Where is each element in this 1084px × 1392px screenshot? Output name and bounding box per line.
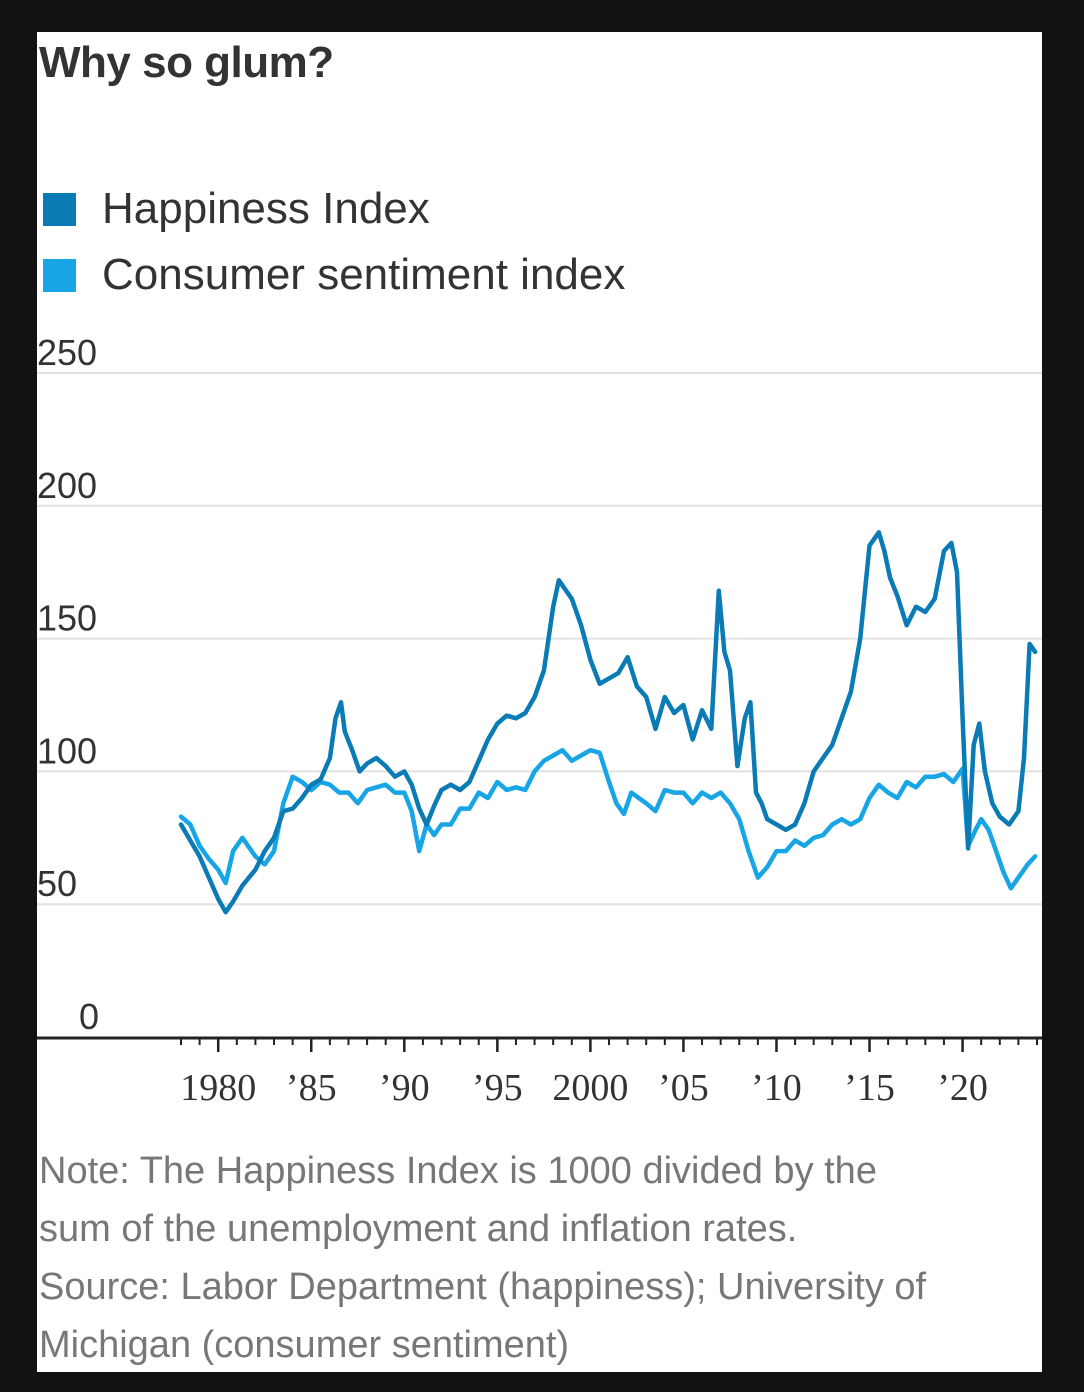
y-tick-label: 50 bbox=[37, 863, 77, 904]
x-tick-label: ’05 bbox=[658, 1067, 709, 1109]
y-tick-label: 250 bbox=[37, 332, 97, 373]
x-tick-label: ’90 bbox=[379, 1067, 430, 1109]
legend-swatch-happiness bbox=[43, 192, 76, 226]
legend-swatch-consumer-sentiment bbox=[43, 258, 76, 292]
series-line-happiness-index bbox=[178, 530, 1038, 915]
y-tick-label: 150 bbox=[37, 598, 97, 639]
series-line-consumer-sentiment bbox=[178, 747, 1038, 891]
legend-label-consumer-sentiment: Consumer sentiment index bbox=[102, 250, 626, 299]
x-tick-label: 2000 bbox=[552, 1067, 628, 1109]
source-line-1: Source: Labor Department (happiness); Un… bbox=[39, 1266, 927, 1308]
chart-card: Why so glum? Happiness Index Consumer se… bbox=[37, 32, 1042, 1372]
source-line-2: Michigan (consumer sentiment) bbox=[39, 1324, 570, 1366]
legend-item-happiness: Happiness Index bbox=[43, 184, 430, 233]
chart-title: Why so glum? bbox=[39, 38, 334, 87]
legend-label-happiness: Happiness Index bbox=[102, 184, 430, 233]
y-tick-label: 0 bbox=[79, 996, 99, 1037]
note-line-2: sum of the unemployment and inflation ra… bbox=[39, 1208, 798, 1250]
x-tick-label: ’15 bbox=[844, 1067, 895, 1109]
y-tick-label: 200 bbox=[37, 465, 97, 506]
note-line-1: Note: The Happiness Index is 1000 divide… bbox=[39, 1150, 877, 1192]
y-tick-label: 100 bbox=[37, 730, 97, 771]
x-tick-label: ’20 bbox=[937, 1067, 988, 1109]
legend-item-consumer-sentiment: Consumer sentiment index bbox=[43, 250, 626, 299]
line-chart: 250 200 150 100 50 0 1980 ’85 ’90 ’95 2000 ’05 ’10 ’1… bbox=[37, 332, 1042, 1109]
x-tick-label: 1980 bbox=[180, 1067, 256, 1109]
x-tick-label: ’10 bbox=[751, 1067, 802, 1109]
x-tick-label: ’85 bbox=[286, 1067, 337, 1109]
x-tick-label: ’95 bbox=[472, 1067, 523, 1109]
